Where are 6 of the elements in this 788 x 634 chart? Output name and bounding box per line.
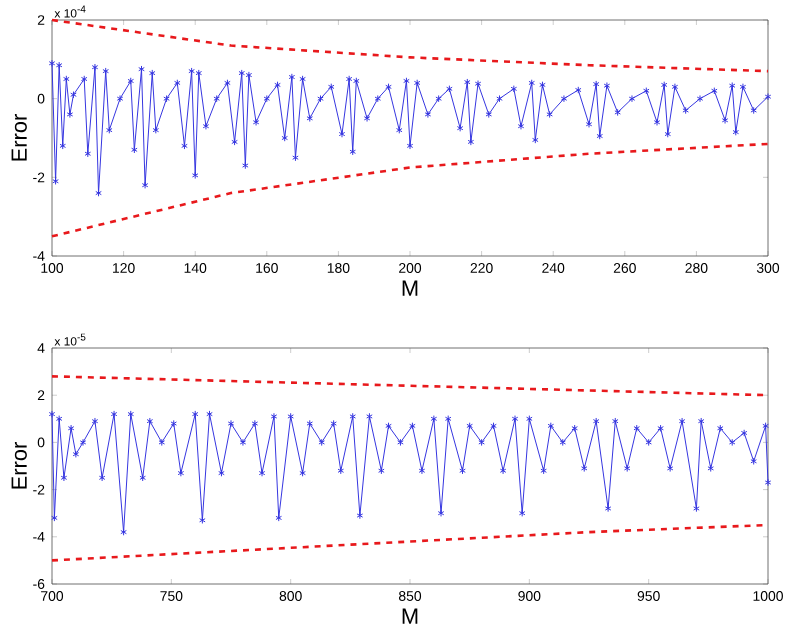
x-axis-title: M [402,608,418,624]
x-axis-title: M [402,280,418,296]
y-axis-title: Error [11,114,27,161]
y-axis-title: Error [11,442,27,489]
line-series [50,142,770,238]
line-series [50,18,770,73]
